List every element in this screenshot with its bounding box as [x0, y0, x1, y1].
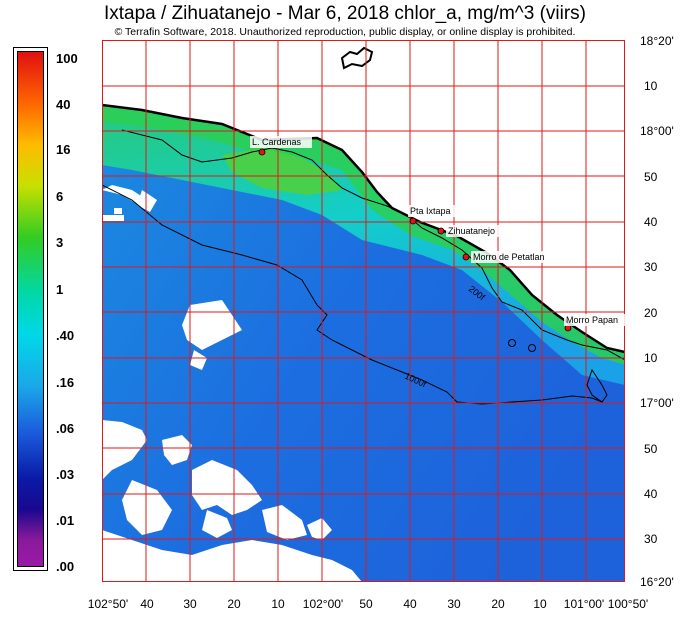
- lon-label: 102°50': [87, 597, 129, 611]
- map-title: Ixtapa / Zihuatanejo - Mar 6, 2018 chlor…: [103, 3, 586, 24]
- lon-label: 102°00': [302, 597, 344, 611]
- lat-label: 18°00': [640, 124, 674, 138]
- lat-label: 16°20': [640, 575, 674, 589]
- colorbar-label: .01: [56, 513, 75, 528]
- cloud-mask: [102, 185, 362, 582]
- colorbar-gradient: [17, 51, 44, 567]
- graticule: [102, 40, 625, 582]
- label-ixtapa: Pta Ixtapa: [410, 206, 451, 216]
- island-outline: [340, 46, 374, 70]
- colorbar-label: .00: [56, 559, 75, 574]
- colorbar-label: 3: [56, 235, 64, 250]
- lon-label: 30: [447, 597, 461, 611]
- label-cardenas: L. Cardenas: [252, 137, 302, 147]
- lon-label: 20: [227, 597, 241, 611]
- label-zihuatanejo: Zihuatanejo: [448, 226, 495, 236]
- colorbar-legend: [13, 47, 48, 571]
- lon-label: 40: [140, 597, 154, 611]
- lon-label: 40: [403, 597, 417, 611]
- lat-label: 30: [644, 532, 658, 546]
- marker-petatlan[interactable]: [462, 253, 470, 261]
- colorbar-label: 100: [56, 51, 78, 66]
- colorbar-label: 1: [56, 282, 64, 297]
- colorbar-label: .16: [56, 375, 75, 390]
- coastal-green-strip: [102, 105, 625, 365]
- coastal-band: [102, 105, 625, 385]
- lat-label: 50: [644, 442, 658, 456]
- place-markers: [258, 148, 572, 332]
- label-petatlan: Morro de Petatlan: [473, 252, 545, 262]
- isobath-1000: [102, 184, 603, 405]
- lat-label: 20: [644, 306, 658, 320]
- isobath-200: [121, 129, 625, 361]
- green-patch: [222, 148, 342, 195]
- lat-label: 10: [644, 79, 658, 93]
- lon-label: 30: [183, 597, 197, 611]
- colorbar-label: .03: [56, 467, 75, 482]
- colorbar-label: .40: [56, 328, 75, 343]
- lat-label: 40: [644, 487, 658, 501]
- chlorophyll-map[interactable]: L. Cardenas Pta Ixtapa Zihuatanejo Morro…: [102, 40, 625, 582]
- lat-label: 40: [644, 215, 658, 229]
- reef-circle: [528, 344, 536, 352]
- lat-label: 18°20': [640, 34, 674, 48]
- lat-label: 17°00': [640, 396, 674, 410]
- lon-label: 101°00': [563, 597, 605, 611]
- lat-label: 50: [644, 170, 658, 184]
- marker-ixtapa[interactable]: [409, 217, 417, 225]
- lon-label: 20: [491, 597, 505, 611]
- label-papanoa: Morro Papan: [566, 315, 618, 325]
- copyright-notice: © Terrafin Software, 2018. Unauthorized …: [114, 26, 576, 38]
- lat-label: 30: [644, 260, 658, 274]
- marker-zihuatanejo[interactable]: [437, 227, 445, 235]
- marker-cardenas[interactable]: [258, 148, 266, 156]
- land-area: [102, 40, 625, 352]
- lat-label: 10: [644, 351, 658, 365]
- lon-label: 10: [271, 597, 285, 611]
- lon-label: 100°50': [607, 597, 649, 611]
- colorbar-label: 40: [56, 97, 71, 112]
- lon-label: 50: [359, 597, 373, 611]
- lon-label: 10: [533, 597, 547, 611]
- colorbar-label: 6: [56, 189, 64, 204]
- colorbar-label: .06: [56, 421, 75, 436]
- colorbar-label: 16: [56, 142, 71, 157]
- reef-circle: [508, 339, 516, 347]
